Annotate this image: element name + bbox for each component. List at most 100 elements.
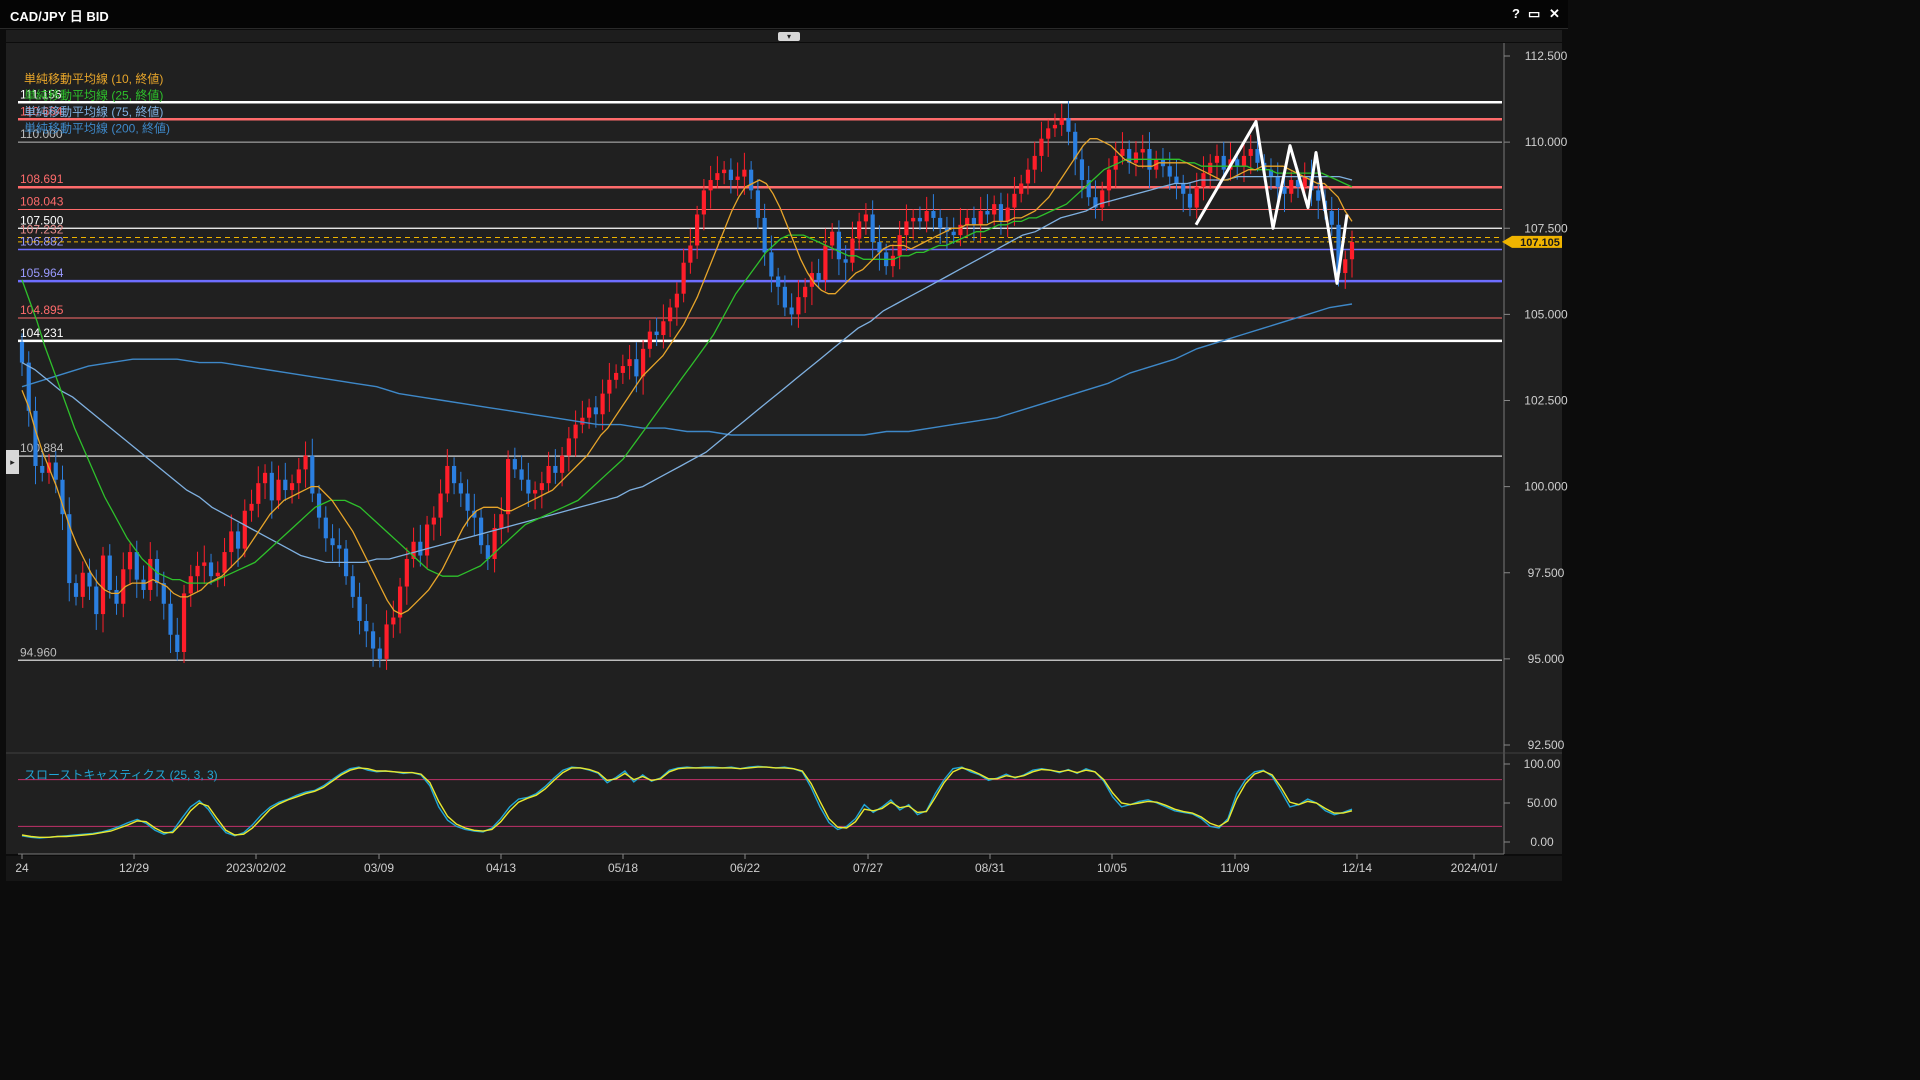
candle-body bbox=[627, 359, 632, 367]
candle-body bbox=[1295, 180, 1301, 187]
title-bar: CAD/JPY 日 BID ? ▭ ✕ bbox=[0, 0, 1568, 29]
candle-body bbox=[148, 558, 153, 590]
candle-body bbox=[580, 417, 585, 425]
x-tick-label: 07/27 bbox=[853, 861, 883, 875]
x-tick-label: 11/09 bbox=[1220, 861, 1249, 875]
candle-body bbox=[485, 545, 490, 559]
candle-body bbox=[1005, 207, 1010, 222]
y-tick-label: 92.500 bbox=[1528, 738, 1565, 752]
candle-body bbox=[283, 479, 288, 491]
candle-body bbox=[472, 510, 477, 518]
candle-body bbox=[924, 211, 929, 222]
candle-body bbox=[80, 572, 85, 597]
candle-body bbox=[141, 579, 146, 590]
collapse-toolbar-button[interactable]: ▾ bbox=[778, 32, 800, 41]
price-level-label: 108.691 bbox=[20, 172, 64, 186]
candle-body bbox=[1214, 155, 1220, 163]
stoch-y-tick-label: 0.00 bbox=[1530, 835, 1554, 849]
price-level-label: 107.232 bbox=[20, 222, 64, 236]
y-tick-label: 95.000 bbox=[1528, 652, 1565, 666]
candle-body bbox=[722, 169, 727, 174]
candle-body bbox=[1106, 169, 1112, 191]
candle-body bbox=[364, 620, 369, 632]
indicator-legend-entry: 単純移動平均線 (10, 終値) bbox=[24, 71, 163, 86]
candle-body bbox=[161, 583, 166, 604]
candle-body bbox=[1039, 138, 1044, 156]
candle-body bbox=[1208, 162, 1213, 174]
price-level-label: 105.964 bbox=[20, 266, 64, 280]
candle-body bbox=[647, 331, 652, 349]
close-button[interactable]: ✕ bbox=[1549, 6, 1560, 21]
candle-body bbox=[1093, 197, 1098, 208]
candle-body bbox=[742, 169, 747, 177]
candle-body bbox=[607, 379, 612, 394]
candle-body bbox=[803, 286, 808, 298]
candle-body bbox=[1019, 183, 1024, 194]
candle-body bbox=[971, 217, 977, 225]
candle-body bbox=[1052, 124, 1058, 129]
candle-body bbox=[1025, 169, 1031, 184]
candle-body bbox=[830, 231, 835, 246]
price-level-label: 111.156 bbox=[20, 87, 62, 101]
candle-body bbox=[701, 190, 706, 215]
candle-body bbox=[965, 217, 970, 225]
help-button[interactable]: ? bbox=[1512, 6, 1520, 21]
candle-body bbox=[235, 531, 241, 549]
candle-body bbox=[904, 221, 909, 236]
candle-body bbox=[370, 631, 376, 649]
candle-body bbox=[1343, 259, 1348, 274]
candle-body bbox=[728, 169, 733, 181]
zigzag-annotation bbox=[1194, 120, 1349, 285]
y-tick-label: 100.000 bbox=[1524, 480, 1568, 494]
candle-body bbox=[458, 483, 463, 494]
candle-body bbox=[127, 552, 133, 570]
candle-body bbox=[1349, 242, 1355, 260]
candle-body bbox=[465, 493, 470, 511]
candle-body bbox=[357, 596, 362, 621]
candle-body bbox=[573, 424, 578, 439]
candle-body bbox=[397, 586, 403, 618]
candle-body bbox=[418, 541, 423, 556]
candle-body bbox=[384, 624, 389, 659]
x-tick-label: 24 bbox=[15, 861, 29, 875]
x-tick-label: 04/13 bbox=[486, 861, 516, 875]
sma200-line bbox=[21, 303, 1353, 436]
candle-body bbox=[208, 562, 214, 577]
candle-body bbox=[256, 483, 261, 504]
x-tick-label: 2023/02/02 bbox=[226, 861, 286, 875]
candle-body bbox=[749, 169, 754, 191]
y-tick-label: 97.500 bbox=[1528, 566, 1565, 580]
y-tick-label: 105.000 bbox=[1524, 307, 1568, 321]
candle-body bbox=[350, 576, 355, 597]
candle-body bbox=[985, 211, 990, 215]
candle-body bbox=[1181, 183, 1186, 194]
candle-body bbox=[755, 190, 760, 218]
candle-body bbox=[1241, 155, 1247, 167]
indicator-legend-entry: 単純移動平均線 (200, 終値) bbox=[24, 121, 170, 136]
candle-body bbox=[276, 479, 281, 501]
candle-body bbox=[796, 297, 801, 315]
price-chart[interactable]: 111.156 110.664 110.000 108.691 108.043 107.5… bbox=[0, 0, 1568, 881]
x-tick-label: 05/18 bbox=[608, 861, 638, 875]
x-tick-label: 12/29 bbox=[119, 861, 149, 875]
candle-body bbox=[877, 242, 882, 253]
candle-body bbox=[1275, 176, 1280, 187]
candle-body bbox=[175, 634, 180, 652]
candle-body bbox=[843, 259, 848, 263]
candle-body bbox=[1221, 155, 1226, 170]
candle-body bbox=[1167, 166, 1172, 177]
indicator-legend-entry: 単純移動平均線 (25, 終値) bbox=[24, 88, 163, 103]
candle-body bbox=[26, 362, 31, 411]
candle-body bbox=[296, 469, 301, 484]
candle-body bbox=[566, 438, 571, 456]
candle-body bbox=[769, 252, 774, 277]
candle-body bbox=[33, 410, 38, 466]
candle-body bbox=[269, 472, 274, 501]
candle-body bbox=[674, 293, 679, 308]
maximize-button[interactable]: ▭ bbox=[1528, 6, 1541, 21]
candle-body bbox=[242, 510, 247, 549]
candle-body bbox=[478, 517, 484, 546]
side-panel-toggle[interactable]: ▸ bbox=[6, 450, 19, 474]
candle-body bbox=[87, 572, 92, 587]
candle-body bbox=[1289, 180, 1294, 194]
